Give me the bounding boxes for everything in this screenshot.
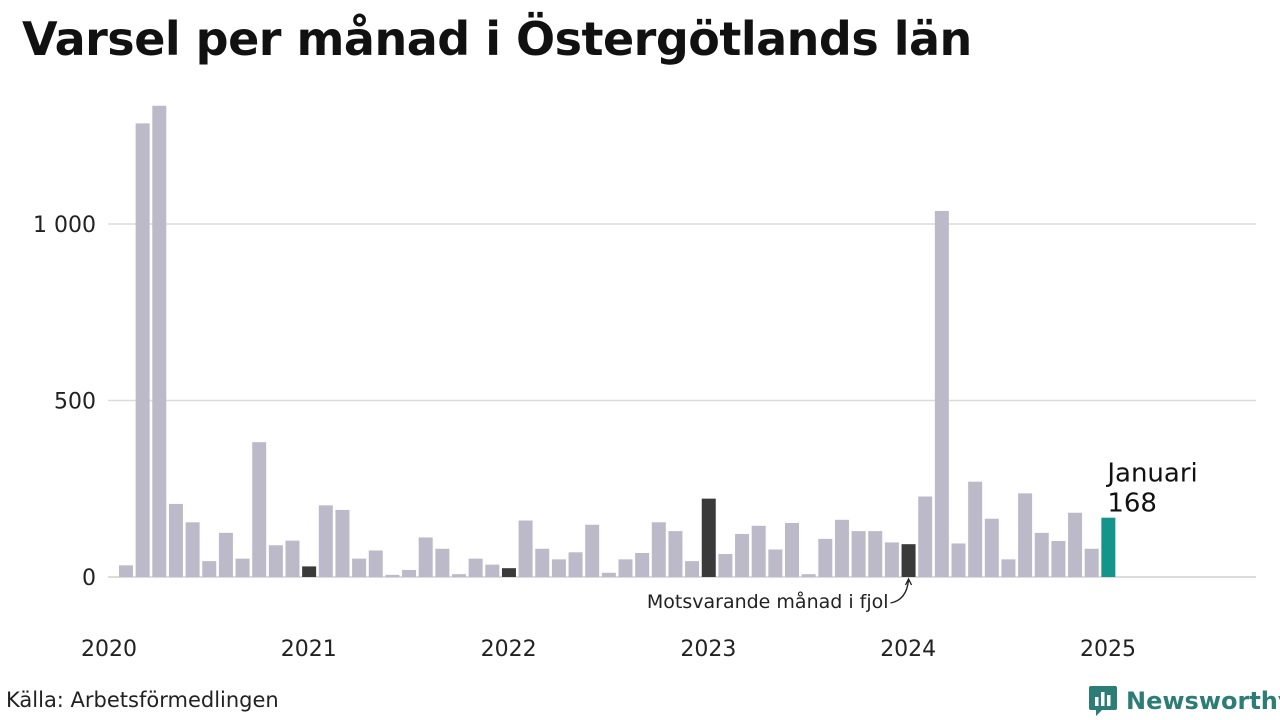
bar: [1001, 559, 1016, 577]
bar: [618, 559, 633, 577]
bar: [901, 544, 916, 577]
previous-year-arrow-icon: [890, 577, 913, 604]
bar: [951, 543, 966, 577]
bar: [1051, 540, 1066, 577]
bar: [368, 550, 383, 577]
annotations: Januari 168 Motsvarande månad i fjol: [647, 459, 1198, 613]
current-month-label: Januari: [1105, 459, 1197, 489]
x-tick-label: 2022: [481, 637, 537, 662]
x-tick-label: 2024: [880, 637, 936, 662]
bar: [235, 558, 250, 577]
bar: [501, 568, 516, 577]
chart-title: Varsel per månad i Östergötlands län: [22, 12, 972, 66]
bar: [185, 522, 200, 577]
bar: [601, 572, 616, 577]
bar: [352, 558, 367, 577]
bar: [152, 105, 167, 578]
bar: [918, 496, 933, 577]
bars: [119, 105, 1116, 578]
bar: [1068, 512, 1083, 577]
x-tick-label: 2023: [680, 637, 736, 662]
bar: [668, 531, 683, 577]
x-tick-label: 2020: [81, 637, 137, 662]
bar: [135, 123, 150, 578]
y-tick-label: 0: [82, 566, 96, 591]
bar: [1018, 493, 1033, 577]
bar: [418, 537, 433, 577]
bar: [851, 531, 866, 577]
bar: [751, 525, 766, 577]
bar: [551, 559, 566, 577]
bar: [119, 565, 133, 577]
bar: [868, 531, 883, 577]
bar: [735, 533, 750, 577]
brand-name: Newsworthy: [1126, 687, 1280, 715]
bar: [685, 561, 700, 577]
bar: [1084, 548, 1099, 577]
previous-year-note: Motsvarande månad i fjol: [647, 590, 889, 613]
bar: [718, 554, 733, 577]
bar-chart-logo-icon: [1089, 686, 1117, 716]
current-value-label: 168: [1107, 489, 1157, 519]
bar: [302, 566, 317, 577]
bar: [485, 564, 500, 577]
x-tick-label: 2025: [1080, 637, 1136, 662]
bar: [701, 498, 716, 577]
bar: [402, 569, 417, 577]
y-tick-label: 500: [54, 390, 96, 415]
bar: [452, 574, 466, 577]
bar: [468, 558, 483, 577]
x-tick-label: 2021: [281, 637, 337, 662]
bar: [785, 522, 799, 577]
bar: [934, 210, 949, 577]
bar: [984, 518, 999, 577]
bar: [285, 540, 300, 577]
bar: [968, 481, 983, 577]
bar: [635, 552, 650, 577]
bar: [884, 542, 899, 577]
bar: [568, 552, 583, 577]
grid-lines: [108, 223, 1256, 578]
bar: [535, 548, 550, 577]
bar: [435, 548, 450, 577]
bar: [268, 545, 283, 577]
x-axis-ticks: 2020 2021 2022 2023 2024 2025: [81, 637, 1136, 662]
bar: [218, 532, 233, 577]
bar: [768, 549, 783, 577]
bar: [202, 561, 217, 577]
bar: [834, 519, 849, 577]
y-axis-ticks: 0 500 1 000: [33, 213, 96, 591]
bar: [1101, 517, 1116, 577]
bar: [818, 538, 833, 577]
bar: [335, 509, 350, 577]
bar: [651, 522, 666, 577]
y-tick-label: 1 000: [33, 213, 96, 238]
bar: [252, 442, 267, 577]
source-note: Källa: Arbetsförmedlingen: [6, 688, 279, 712]
bar: [385, 574, 400, 577]
brand-logo: Newsworthy: [1088, 684, 1280, 718]
bar: [168, 503, 183, 577]
bar: [318, 505, 333, 577]
bar: [801, 574, 816, 577]
bar: [585, 524, 600, 577]
bar: [518, 520, 533, 577]
bar: [1034, 532, 1049, 577]
